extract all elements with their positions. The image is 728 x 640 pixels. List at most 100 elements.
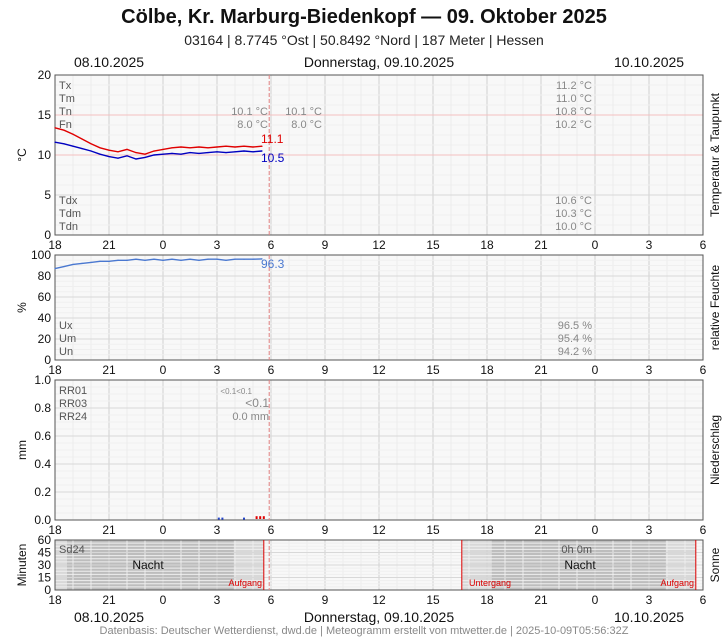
x-tick-label: 6 bbox=[700, 523, 707, 537]
y-axis-label: % bbox=[15, 302, 29, 313]
x-tick-label: 6 bbox=[268, 523, 275, 537]
y-axis-label: °C bbox=[15, 148, 29, 162]
x-tick-label: 18 bbox=[480, 593, 494, 607]
x-tick-label: 3 bbox=[214, 593, 221, 607]
precipitation-frame bbox=[54, 379, 704, 521]
data-point bbox=[234, 151, 236, 153]
data-point bbox=[198, 146, 200, 148]
stat-label: RR24 bbox=[59, 411, 87, 423]
x-tick-label: 0 bbox=[592, 523, 599, 537]
x-tick-label: 9 bbox=[322, 593, 329, 607]
data-point bbox=[108, 149, 110, 151]
stat-label: RR01 bbox=[59, 385, 87, 397]
last-temperature-label: 11.1 bbox=[261, 132, 284, 146]
stat-value: 96.5 % bbox=[558, 320, 592, 332]
data-point bbox=[135, 258, 137, 260]
stat-value: <0.1 bbox=[245, 396, 269, 410]
x-tick-label: 21 bbox=[102, 523, 116, 537]
data-point bbox=[189, 258, 191, 260]
x-tick-label: 12 bbox=[372, 593, 386, 607]
data-point bbox=[63, 265, 65, 268]
data-point bbox=[225, 152, 227, 154]
data-point bbox=[252, 146, 254, 148]
y-axis-label: mm bbox=[15, 440, 29, 460]
date-left-top: 08.10.2025 bbox=[74, 54, 145, 70]
data-point bbox=[162, 259, 164, 261]
date-right-top: 10.10.2025 bbox=[614, 54, 685, 70]
data-point bbox=[108, 156, 110, 158]
data-point bbox=[189, 152, 191, 154]
data-point bbox=[63, 129, 65, 131]
sunshine-frame bbox=[54, 539, 704, 591]
x-tick-label: 21 bbox=[534, 593, 548, 607]
y-tick-label: 20 bbox=[38, 68, 52, 82]
x-tick-label: 6 bbox=[700, 593, 707, 607]
data-point bbox=[99, 153, 101, 155]
y-tick-label: 0 bbox=[44, 228, 51, 242]
data-point bbox=[117, 259, 119, 261]
data-point bbox=[153, 154, 155, 156]
stat-label: Fn bbox=[59, 119, 72, 131]
station-info: 03164 | 8.7745 °Ost | 50.8492 °Nord | 18… bbox=[184, 32, 544, 48]
stat-label: Tn bbox=[59, 106, 72, 118]
data-point bbox=[144, 156, 146, 158]
x-tick-label: 15 bbox=[426, 363, 440, 377]
y-tick-label: 15 bbox=[38, 108, 52, 122]
data-point bbox=[153, 150, 155, 152]
x-tick-label: 0 bbox=[160, 593, 167, 607]
x-tick-label: 0 bbox=[592, 363, 599, 377]
x-tick-label: 12 bbox=[372, 363, 386, 377]
rain-bar bbox=[255, 516, 258, 519]
x-tick-label: 6 bbox=[268, 238, 275, 252]
x-tick-label: 9 bbox=[322, 238, 329, 252]
x-tick-label: 21 bbox=[102, 363, 116, 377]
stat-value: 10.1 °C bbox=[285, 106, 322, 118]
y-tick-label: 0.0 bbox=[34, 513, 51, 527]
data-point bbox=[225, 145, 227, 147]
data-point bbox=[180, 153, 182, 155]
data-point bbox=[117, 151, 119, 153]
data-point bbox=[216, 258, 218, 260]
stat-value: 10.1 °C bbox=[231, 106, 268, 118]
y-tick-label: 100 bbox=[31, 248, 51, 262]
rain-bar bbox=[221, 517, 224, 520]
data-point bbox=[162, 153, 164, 155]
data-point bbox=[261, 258, 263, 260]
x-tick-label: 3 bbox=[214, 523, 221, 537]
data-point bbox=[207, 147, 209, 149]
data-point bbox=[54, 127, 56, 129]
data-point bbox=[99, 147, 101, 149]
y-tick-label: 0.2 bbox=[34, 485, 51, 499]
x-tick-label: 21 bbox=[102, 238, 116, 252]
data-point bbox=[252, 258, 254, 260]
data-point bbox=[207, 258, 209, 260]
x-tick-label: 0 bbox=[592, 238, 599, 252]
stat-label: Tx bbox=[59, 80, 72, 92]
x-tick-label: 6 bbox=[268, 593, 275, 607]
y-tick-label: 0.4 bbox=[34, 457, 51, 471]
x-tick-label: 18 bbox=[480, 363, 494, 377]
date-center-top: Donnerstag, 09.10.2025 bbox=[303, 54, 455, 70]
date-center-bottom: Donnerstag, 09.10.2025 bbox=[303, 609, 455, 625]
data-point bbox=[126, 259, 128, 261]
rain-bar bbox=[217, 517, 220, 520]
y-tick-label: 40 bbox=[38, 311, 52, 325]
x-tick-label: 21 bbox=[534, 523, 548, 537]
stat-value: 94.2 % bbox=[558, 346, 592, 358]
stat-value: <0.1<0.1 bbox=[220, 387, 252, 396]
x-tick-label: 21 bbox=[102, 593, 116, 607]
data-point bbox=[243, 150, 245, 152]
data-point bbox=[72, 263, 74, 266]
sunrise-label: Aufgang bbox=[228, 578, 262, 588]
y-tick-label: 60 bbox=[38, 533, 52, 547]
x-tick-label: 0 bbox=[160, 238, 167, 252]
data-point bbox=[162, 148, 164, 150]
data-point bbox=[153, 258, 155, 260]
stat-value: 10.3 °C bbox=[555, 208, 592, 220]
y-tick-label: 20 bbox=[38, 332, 52, 346]
data-point bbox=[72, 133, 74, 135]
panel-side-label: Temperatur & Taupunkt bbox=[708, 92, 722, 217]
stat-value: 10.2 °C bbox=[555, 119, 592, 131]
x-tick-label: 15 bbox=[426, 593, 440, 607]
